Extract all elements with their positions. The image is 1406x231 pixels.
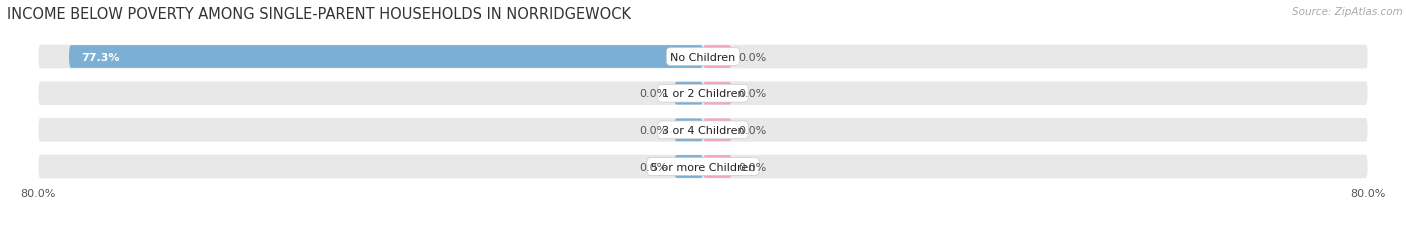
FancyBboxPatch shape: [37, 117, 1369, 143]
Text: 80.0%: 80.0%: [21, 188, 56, 198]
FancyBboxPatch shape: [703, 46, 731, 69]
Text: 80.0%: 80.0%: [1350, 188, 1385, 198]
FancyBboxPatch shape: [703, 82, 731, 105]
Text: 0.0%: 0.0%: [738, 162, 766, 172]
Text: No Children: No Children: [671, 52, 735, 62]
FancyBboxPatch shape: [703, 119, 731, 142]
FancyBboxPatch shape: [675, 155, 703, 178]
Text: 0.0%: 0.0%: [738, 52, 766, 62]
Text: 0.0%: 0.0%: [640, 125, 668, 135]
Text: 0.0%: 0.0%: [640, 162, 668, 172]
Text: 0.0%: 0.0%: [640, 89, 668, 99]
FancyBboxPatch shape: [37, 81, 1369, 107]
FancyBboxPatch shape: [703, 155, 731, 178]
Text: 1 or 2 Children: 1 or 2 Children: [662, 89, 744, 99]
Text: 0.0%: 0.0%: [738, 89, 766, 99]
FancyBboxPatch shape: [69, 46, 703, 69]
Text: INCOME BELOW POVERTY AMONG SINGLE-PARENT HOUSEHOLDS IN NORRIDGEWOCK: INCOME BELOW POVERTY AMONG SINGLE-PARENT…: [7, 7, 631, 22]
Text: 3 or 4 Children: 3 or 4 Children: [662, 125, 744, 135]
Text: Source: ZipAtlas.com: Source: ZipAtlas.com: [1292, 7, 1403, 17]
FancyBboxPatch shape: [675, 119, 703, 142]
FancyBboxPatch shape: [37, 154, 1369, 180]
Text: 5 or more Children: 5 or more Children: [651, 162, 755, 172]
FancyBboxPatch shape: [675, 82, 703, 105]
Text: 0.0%: 0.0%: [738, 125, 766, 135]
FancyBboxPatch shape: [37, 44, 1369, 70]
Text: 77.3%: 77.3%: [82, 52, 120, 62]
